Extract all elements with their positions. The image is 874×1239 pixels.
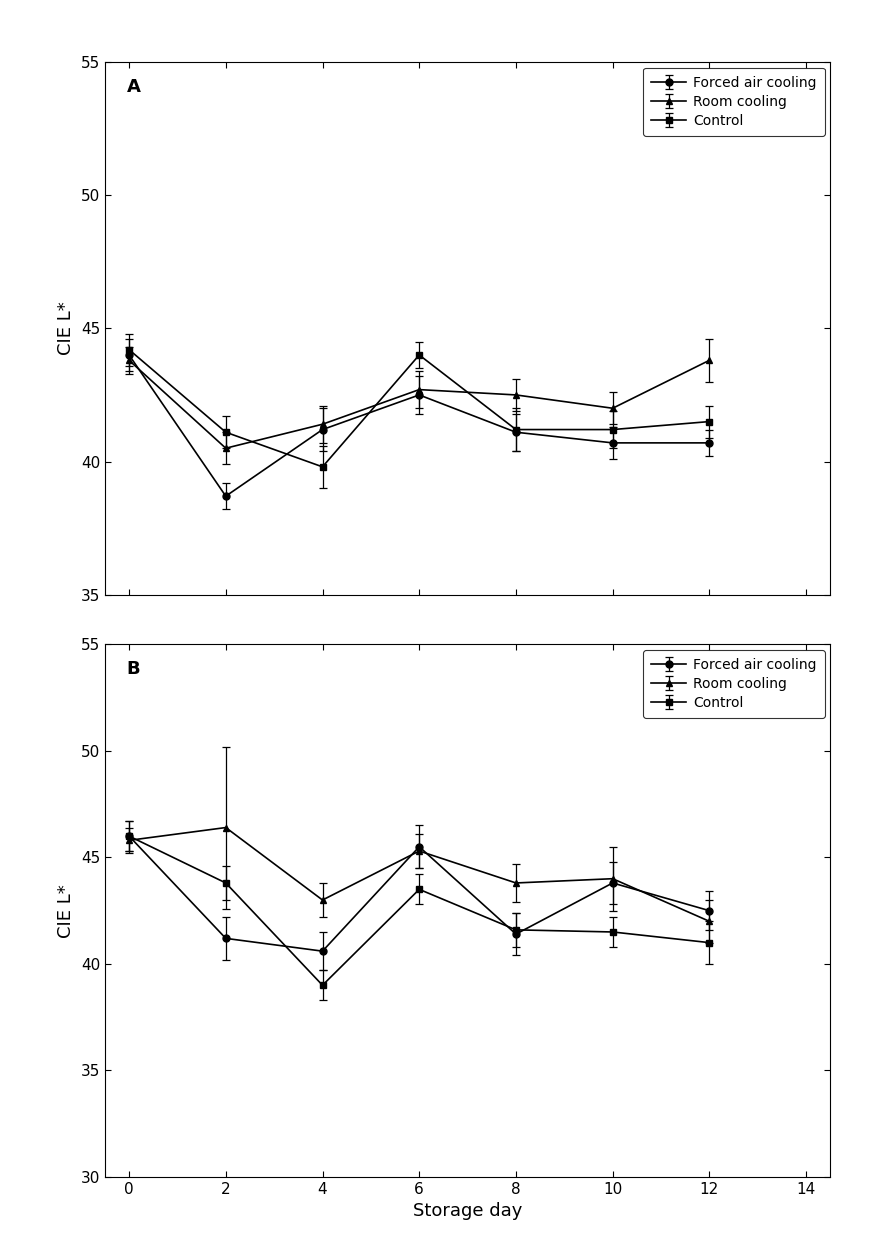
X-axis label: Storage day: Storage day: [413, 1203, 523, 1220]
Legend: Forced air cooling, Room cooling, Control: Forced air cooling, Room cooling, Contro…: [643, 649, 825, 719]
Legend: Forced air cooling, Room cooling, Control: Forced air cooling, Room cooling, Contro…: [643, 67, 825, 136]
Text: A: A: [127, 78, 141, 95]
Y-axis label: CIE L*: CIE L*: [57, 301, 75, 356]
Y-axis label: CIE L*: CIE L*: [57, 883, 75, 938]
Text: B: B: [127, 660, 140, 678]
